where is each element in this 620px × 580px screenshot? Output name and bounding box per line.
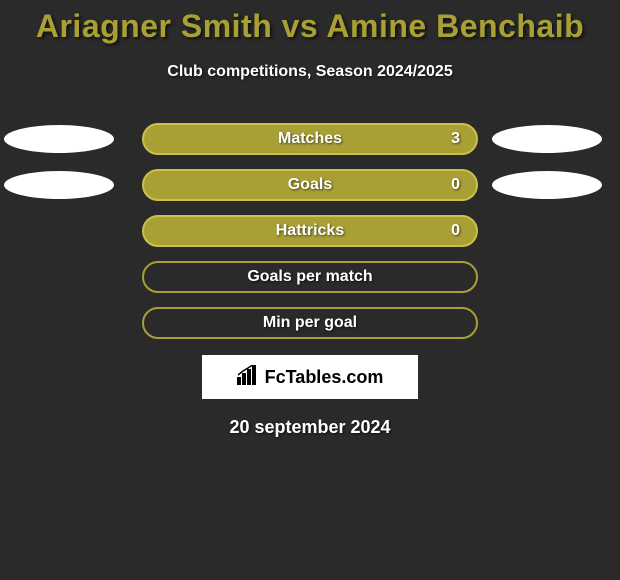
brand-text: FcTables.com (265, 367, 384, 388)
stat-row-goals: Goals 0 (0, 169, 620, 201)
stat-row-min-per-goal: Min per goal (0, 307, 620, 339)
brand-box: FcTables.com (202, 355, 418, 399)
stat-row-hattricks: Hattricks 0 (0, 215, 620, 247)
stat-bar: Hattricks 0 (142, 215, 478, 247)
left-ellipse (4, 171, 114, 199)
stat-value: 3 (451, 130, 460, 148)
stat-bar: Goals 0 (142, 169, 478, 201)
subtitle: Club competitions, Season 2024/2025 (0, 63, 620, 81)
stat-label: Hattricks (276, 222, 344, 240)
right-ellipse (492, 171, 602, 199)
stat-value: 0 (451, 176, 460, 194)
stat-bar: Min per goal (142, 307, 478, 339)
bar-chart-icon (237, 365, 259, 390)
stat-label: Goals per match (247, 268, 372, 286)
stat-bar: Goals per match (142, 261, 478, 293)
date-text: 20 september 2024 (0, 417, 620, 438)
brand-logo: FcTables.com (237, 365, 384, 390)
stat-value: 0 (451, 222, 460, 240)
left-ellipse (4, 125, 114, 153)
stat-label: Min per goal (263, 314, 357, 332)
infographic-container: Ariagner Smith vs Amine Benchaib Club co… (0, 0, 620, 438)
stat-row-goals-per-match: Goals per match (0, 261, 620, 293)
stat-row-matches: Matches 3 (0, 123, 620, 155)
stat-label: Matches (278, 130, 342, 148)
right-ellipse (492, 125, 602, 153)
page-title: Ariagner Smith vs Amine Benchaib (0, 8, 620, 45)
stat-bar: Matches 3 (142, 123, 478, 155)
stat-label: Goals (288, 176, 332, 194)
